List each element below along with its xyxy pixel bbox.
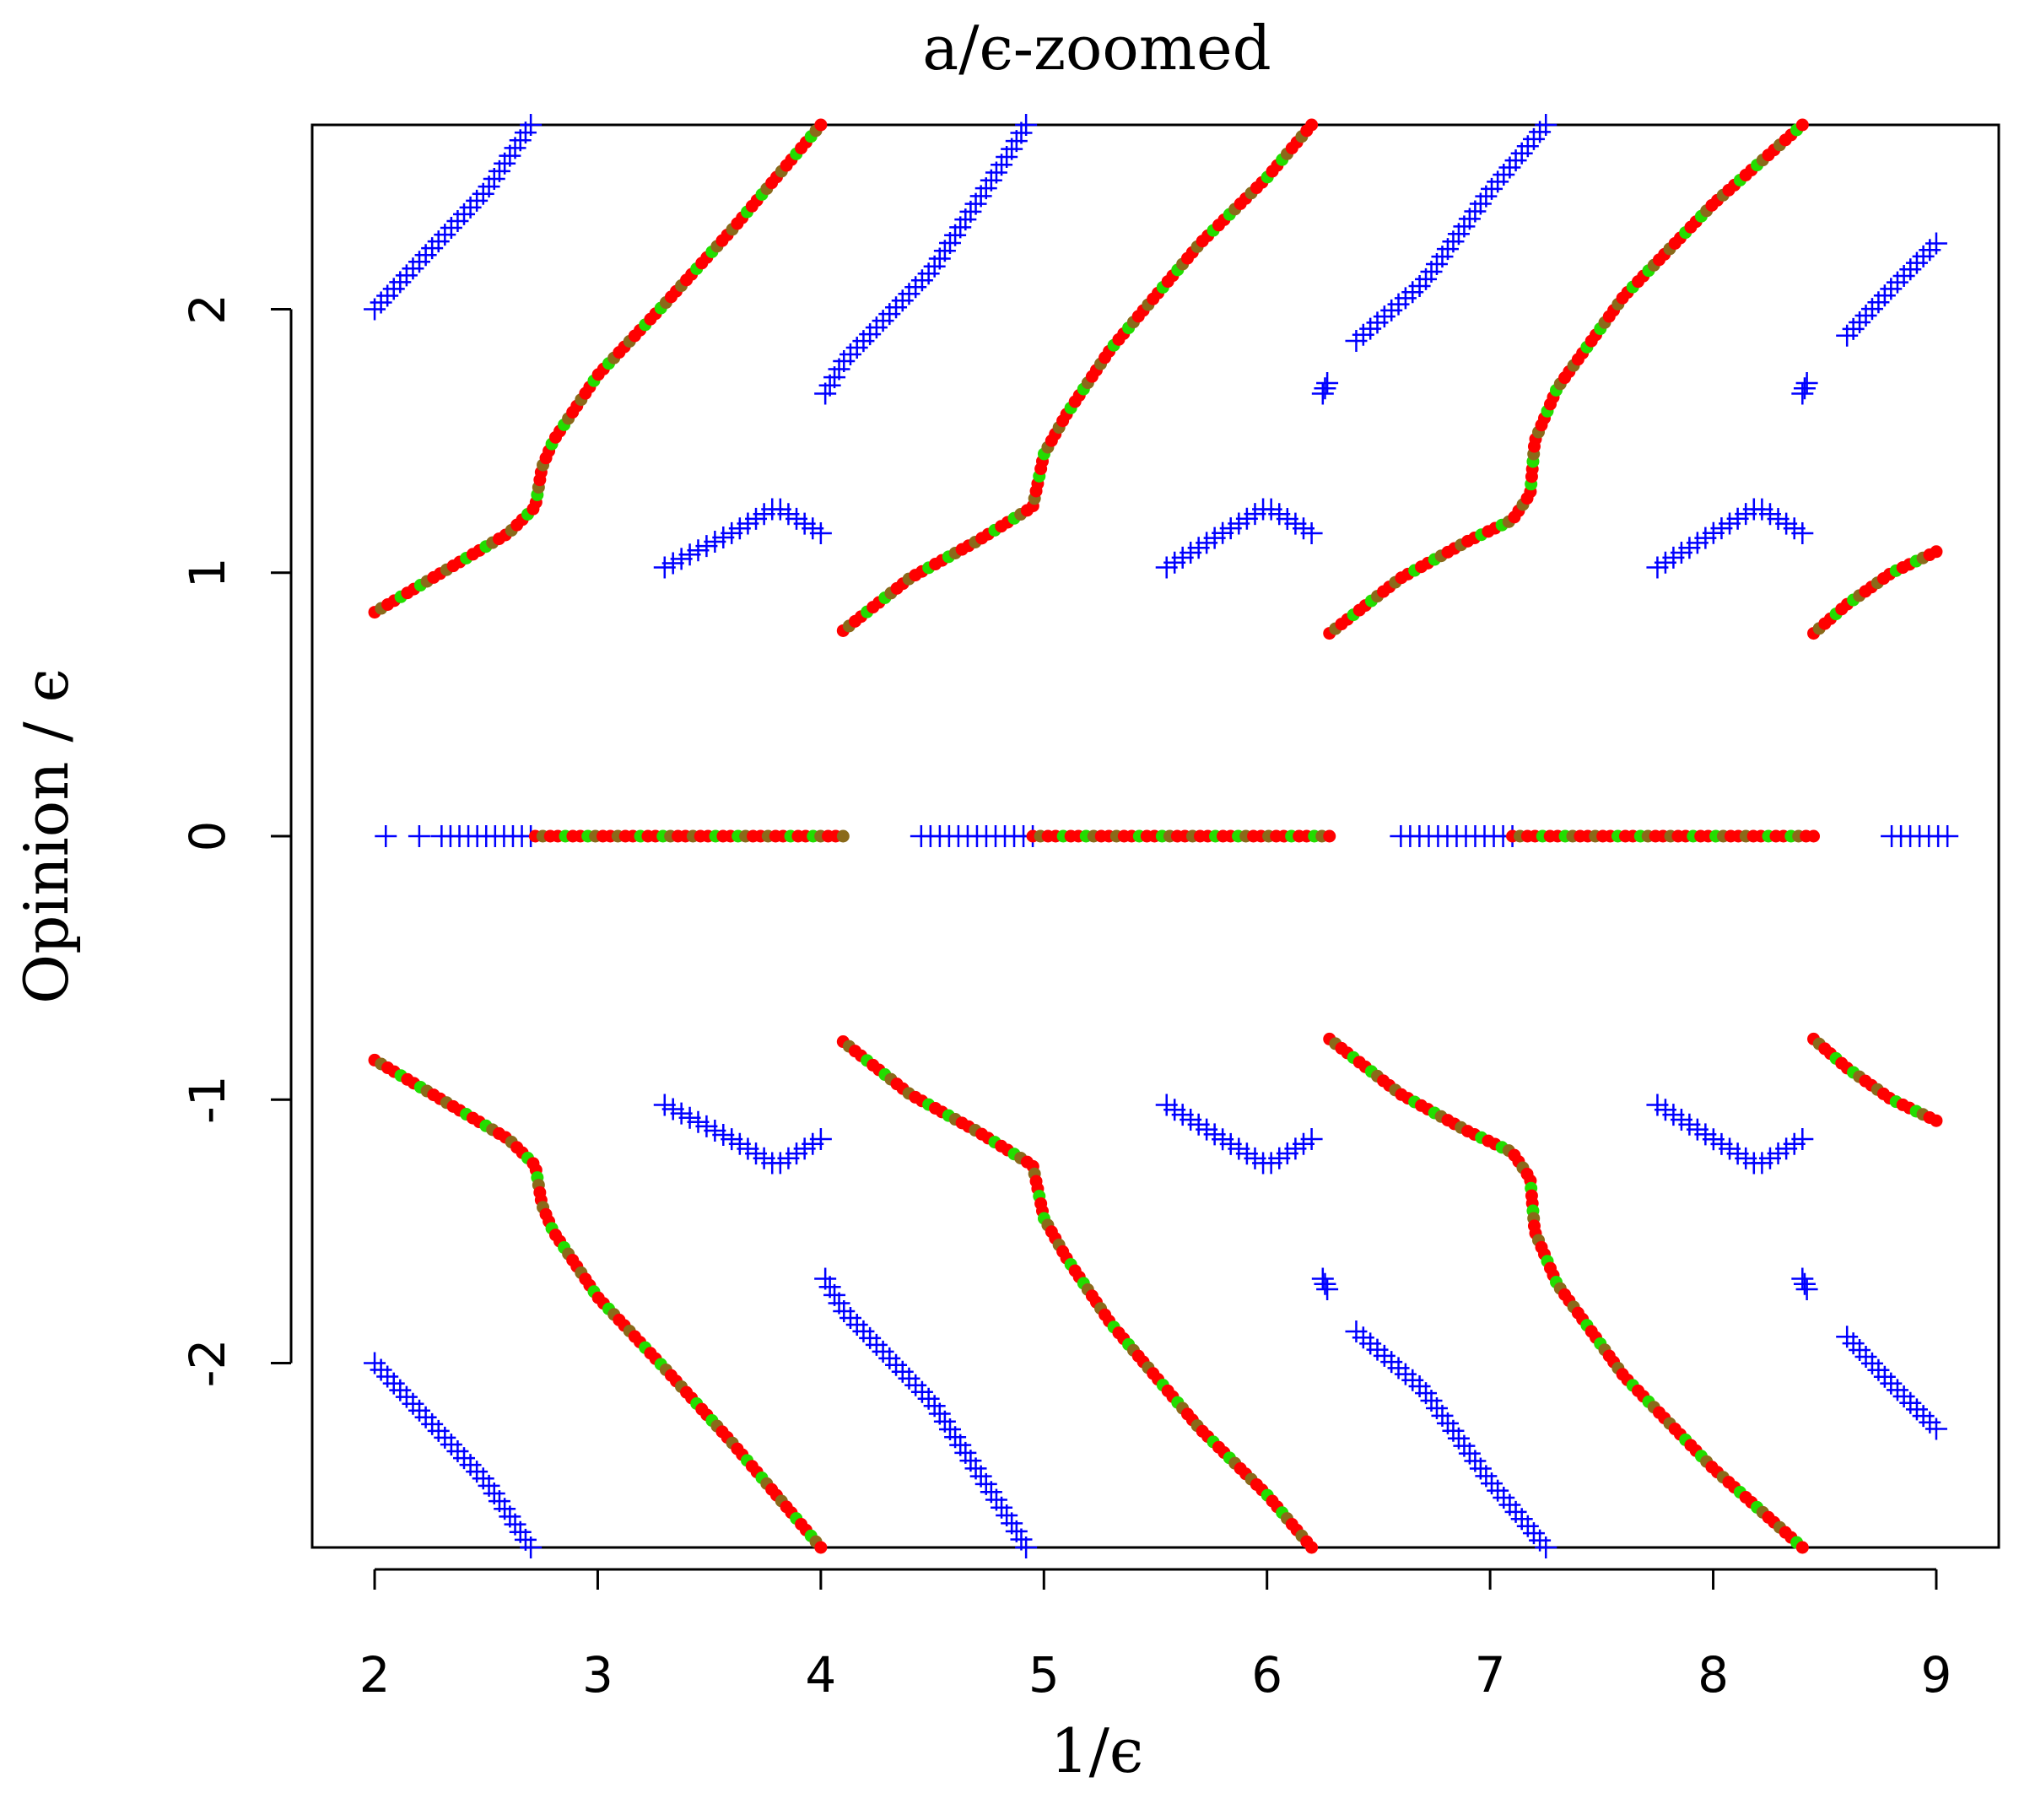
x-tick-label: 5 <box>1028 1646 1060 1704</box>
plus-point <box>1791 1267 1814 1290</box>
y-tick-label: 2 <box>179 294 236 325</box>
plus-point <box>520 114 543 136</box>
plus-point <box>1899 1391 1922 1414</box>
plus-point <box>1925 232 1947 255</box>
plus-point <box>375 825 397 847</box>
plus-point <box>1314 377 1336 400</box>
plus-point <box>1793 1272 1816 1295</box>
plus-point <box>1791 1128 1814 1151</box>
plus-point <box>1886 271 1908 294</box>
dot-point <box>1323 829 1336 843</box>
plus-point <box>1892 1385 1915 1408</box>
plus-point <box>1311 1267 1334 1290</box>
plus-point <box>661 1098 684 1121</box>
plus-point <box>695 1115 718 1137</box>
plus-point <box>1300 1128 1323 1151</box>
x-tick-label: 6 <box>1251 1646 1282 1704</box>
dot-point <box>1305 1541 1319 1554</box>
plus-point <box>704 531 726 554</box>
plus-point <box>1919 1411 1941 1434</box>
dot-point <box>1795 1541 1809 1554</box>
plus-point <box>653 1094 676 1116</box>
x-tick-label: 3 <box>582 1646 613 1704</box>
plus-point <box>1316 371 1339 394</box>
plus-point <box>670 548 693 570</box>
plus-point <box>1936 825 1959 847</box>
plus-point <box>1300 521 1323 544</box>
plus-point <box>1795 371 1818 394</box>
plus-point <box>1311 382 1334 405</box>
plus-point <box>678 1106 701 1129</box>
plus-point <box>1886 1379 1908 1401</box>
plus-point <box>809 1128 832 1151</box>
plus-point <box>1925 1418 1947 1440</box>
dot-point <box>1930 545 1943 559</box>
plus-point <box>712 1124 735 1147</box>
plus-point <box>1905 251 1928 274</box>
plus-point <box>653 556 676 579</box>
plus-point <box>1892 264 1915 287</box>
plus-point <box>1791 521 1814 544</box>
x-axis: 2 3 4 5 6 7 8 9 <box>359 1568 1952 1704</box>
plus-point <box>1912 245 1935 267</box>
dot-point <box>814 1541 828 1554</box>
plus-point <box>670 1102 693 1125</box>
dot-point <box>1930 1114 1943 1127</box>
y-tick-label: 0 <box>179 821 236 852</box>
x-axis-label: 1/ϵ <box>1050 1715 1143 1786</box>
y-tick-label: -2 <box>179 1339 236 1388</box>
data-layer <box>364 114 1959 1558</box>
plus-point <box>1899 258 1922 281</box>
plus-point <box>1912 1405 1935 1428</box>
dot-point <box>1305 118 1319 132</box>
plus-point <box>520 1536 543 1558</box>
plus-point <box>1015 114 1038 136</box>
plus-point <box>1793 377 1816 400</box>
plus-point <box>1314 1272 1336 1295</box>
plus-point <box>1015 1536 1038 1558</box>
x-tick-label: 4 <box>805 1646 836 1704</box>
plot-frame <box>310 123 2000 1549</box>
dot-point <box>814 118 828 132</box>
plus-point <box>661 552 684 575</box>
plus-point <box>695 535 718 558</box>
plus-point <box>712 526 735 548</box>
y-axis: -2 -1 0 1 2 <box>179 294 293 1388</box>
x-tick-label: 2 <box>359 1646 391 1704</box>
dot-point <box>1795 118 1809 132</box>
plus-point <box>1919 239 1941 262</box>
plus-point <box>687 539 710 562</box>
plus-point <box>1905 1398 1928 1421</box>
plus-point <box>687 1110 710 1133</box>
plus-point <box>678 543 701 566</box>
y-tick-label: -1 <box>179 1075 236 1124</box>
plus-point <box>704 1119 726 1142</box>
x-tick-label: 8 <box>1698 1646 1729 1704</box>
plus-point <box>1535 114 1557 136</box>
y-axis-label: Opinion / ϵ <box>11 668 82 1004</box>
x-tick-label: 7 <box>1475 1646 1506 1704</box>
y-tick-label: 1 <box>179 557 236 588</box>
plus-point <box>1791 382 1814 405</box>
plus-point <box>1316 1278 1339 1301</box>
dot-point <box>836 829 850 843</box>
plus-point <box>1535 1536 1557 1558</box>
x-tick-label: 9 <box>1921 1646 1952 1704</box>
plus-point <box>1795 1278 1818 1301</box>
plus-point <box>408 825 430 847</box>
chart-title: a/ϵ-zoomed <box>922 13 1271 84</box>
plus-point <box>809 521 832 544</box>
dot-point <box>1807 829 1821 843</box>
